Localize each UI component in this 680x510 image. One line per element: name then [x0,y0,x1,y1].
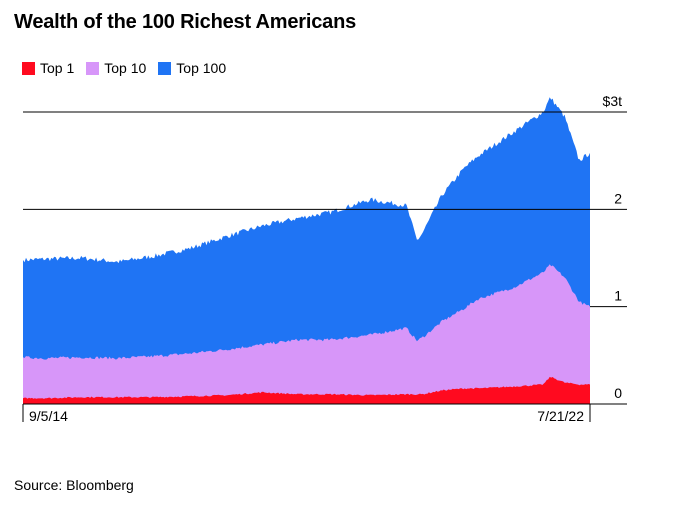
legend-label-top-1: Top 1 [40,60,75,76]
legend-swatch-top-1 [22,61,35,75]
legend-swatch-top-100 [158,61,172,75]
legend-label-top-100: Top 100 [176,60,227,76]
y-tick-label-1: 1 [614,288,622,304]
x-tick-label-end: 7/21/22 [537,408,584,424]
area-top-10 [23,264,590,404]
y-tick-label-0: 0 [614,385,622,401]
legend-swatch-top-10 [86,61,100,75]
legend-item-top-100: Top 100 [158,60,226,76]
legend-item-top-10: Top 10 [86,60,146,76]
legend-item-top-1: Top 1 [22,60,74,76]
chart-title: Wealth of the 100 Richest Americans [14,11,357,33]
legend: Top 1 Top 10 Top 100 [22,60,238,76]
area-top-1 [23,376,590,404]
x-tick-label-start: 9/5/14 [29,408,68,424]
source-note: Source: Bloomberg [14,477,134,493]
y-tick-label-2: 2 [614,190,622,206]
legend-label-top-10: Top 10 [104,60,147,76]
y-tick-label-3: $3t [603,93,623,109]
